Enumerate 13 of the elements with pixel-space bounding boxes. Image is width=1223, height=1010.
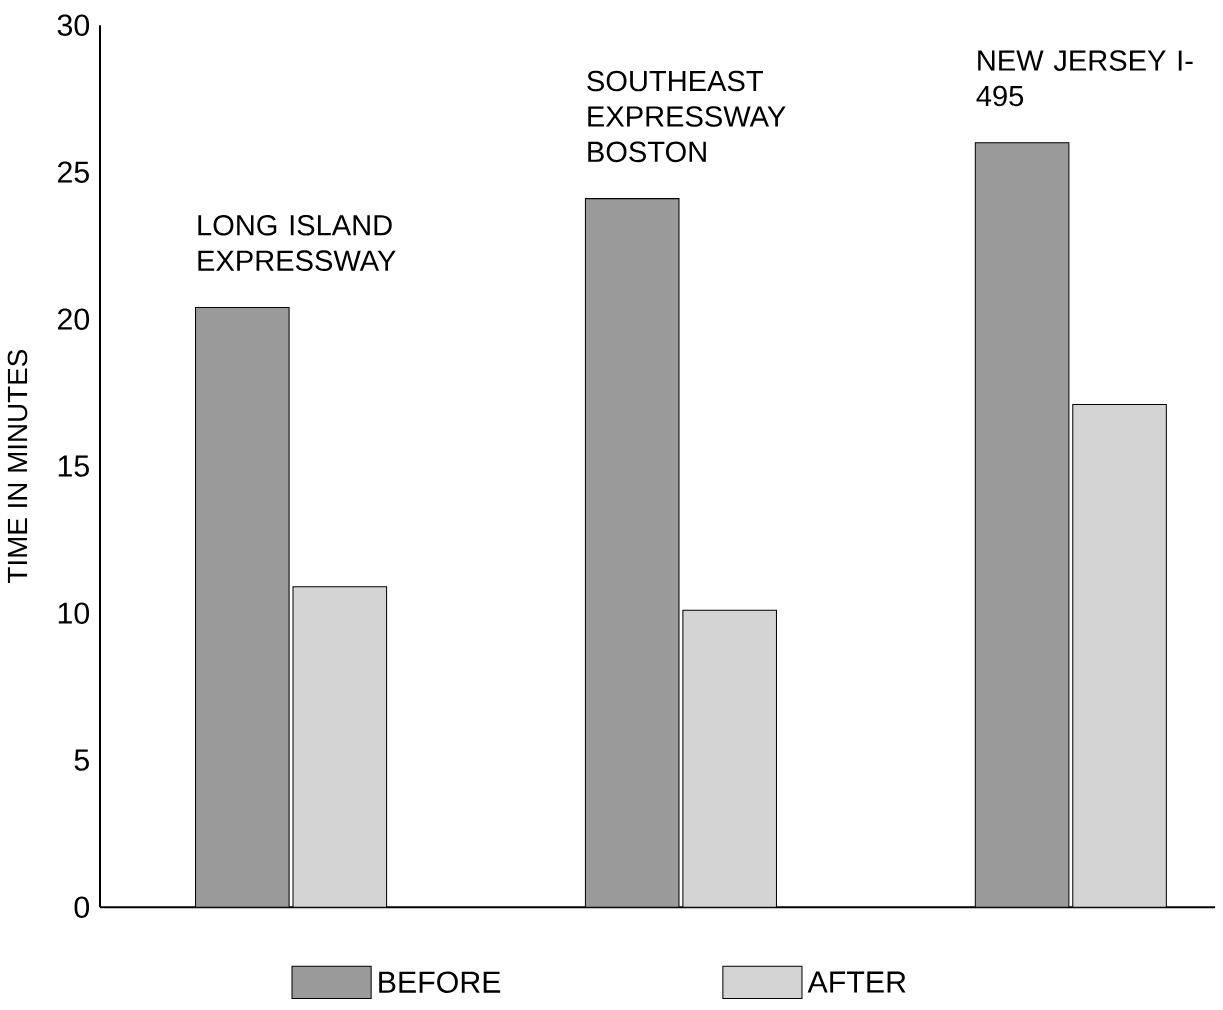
y-axis-title: TIME IN MINUTES: [7, 350, 28, 583]
y-tick-label: 15: [58, 455, 89, 477]
y-tick-label: 30: [57, 14, 90, 36]
x-tick-label: SOUTHEAST EXPRESSWAY BOSTON: [587, 70, 786, 163]
y-tick-label: 25: [57, 161, 89, 183]
y-tick-label: 0: [74, 896, 90, 918]
x-tick-label: LONG ISLAND EXPRESSWAY: [198, 214, 396, 271]
y-tick-label: 20: [57, 308, 90, 330]
legend-label: BEFORE: [379, 971, 501, 993]
legend-label: AFTER: [807, 971, 906, 993]
y-tick-label: 5: [74, 749, 89, 771]
x-tick-label: NEW JERSEY I-495: [976, 50, 1193, 107]
y-tick-label: 10: [58, 602, 90, 624]
